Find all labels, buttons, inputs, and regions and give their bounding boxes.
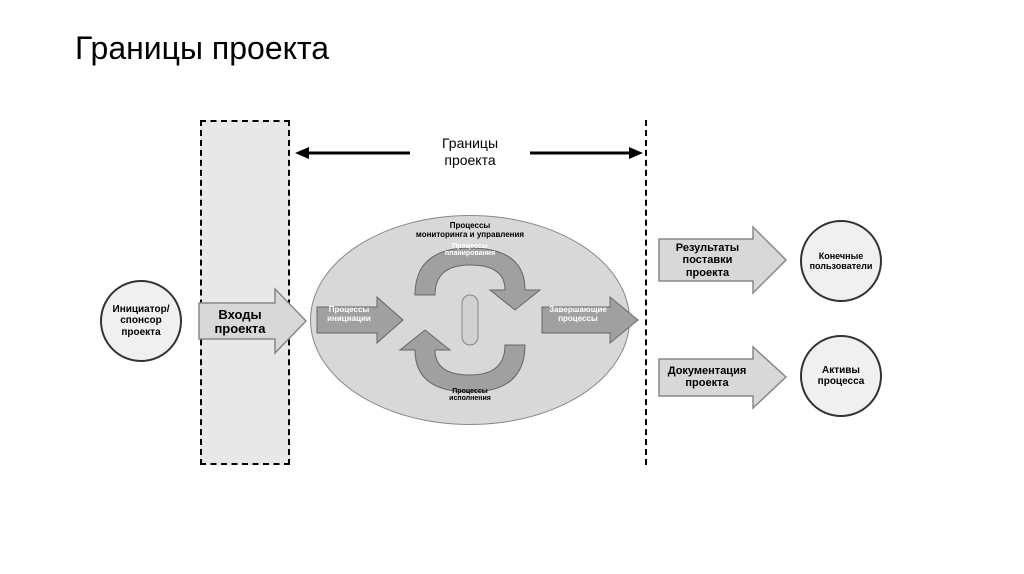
boundary-label-line2: проекта — [444, 152, 495, 168]
assets-l2: процесса — [818, 376, 865, 387]
planning-label: Процессы планирования — [420, 243, 520, 258]
deliverables-label: Результаты поставки проекта — [660, 238, 755, 283]
inputs-label: Входы проекта — [200, 302, 280, 342]
monitoring-l1: Процессы — [450, 221, 491, 230]
inputs-l2: проекта — [214, 321, 265, 336]
documentation-l1: Документация — [668, 365, 747, 377]
deliverables-l3: проекта — [686, 267, 729, 279]
initiator-l2: спонсор — [120, 315, 162, 326]
execution-label: Процессы исполнения — [420, 388, 520, 403]
monitoring-label: Процессы мониторинга и управления — [390, 222, 550, 240]
boundary-label-line1: Границы — [442, 135, 498, 151]
planning-l1: Процессы — [452, 243, 487, 250]
inputs-l1: Входы — [218, 307, 261, 322]
closing-l1: Завершающие — [549, 305, 607, 314]
deliverables-l2: поставки — [683, 254, 733, 266]
initiator-l1: Инициатор/ — [113, 304, 170, 315]
monitoring-l2: мониторинга и управления — [416, 230, 524, 239]
boundary-label: Границы проекта — [410, 135, 530, 169]
documentation-label: Документация проекта — [658, 357, 756, 397]
deliverables-l1: Результаты — [676, 242, 739, 254]
initiator-l3: проекта — [121, 327, 160, 338]
right-boundary-line — [645, 120, 647, 465]
closing-label: Завершающие процессы — [542, 306, 614, 324]
diagram-container: Границы проекта Инициатор/ спонсор проек… — [100, 130, 940, 510]
initiation-label: Процессы инициации — [318, 306, 380, 324]
page-title: Границы проекта — [75, 30, 329, 67]
endusers-l1: Конечные — [819, 251, 864, 261]
execution-l1: Процессы — [452, 388, 487, 395]
initiation-l2: инициации — [327, 314, 371, 323]
planning-l2: планирования — [445, 250, 495, 257]
execution-l2: исполнения — [449, 395, 491, 402]
documentation-l2: проекта — [685, 377, 728, 389]
initiator-circle: Инициатор/ спонсор проекта — [100, 280, 182, 362]
initiation-l1: Процессы — [329, 305, 370, 314]
assets-l1: Активы — [822, 365, 860, 376]
center-connector — [450, 290, 490, 350]
closing-l2: процессы — [558, 314, 598, 323]
end-users-circle: Конечные пользователи — [800, 220, 882, 302]
process-assets-circle: Активы процесса — [800, 335, 882, 417]
endusers-l2: пользователи — [810, 261, 873, 271]
